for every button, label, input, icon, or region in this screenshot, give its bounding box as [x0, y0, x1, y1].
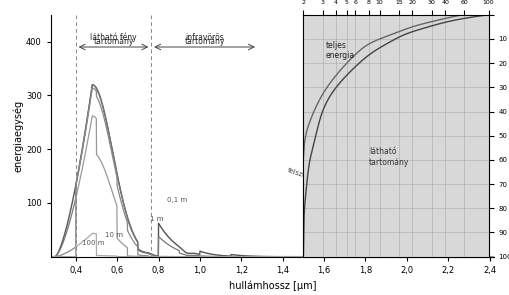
Text: 10 m: 10 m — [105, 232, 123, 238]
Text: látható
tartomány: látható tartomány — [369, 147, 409, 167]
X-axis label: hullámhossz [μm]: hullámhossz [μm] — [229, 280, 316, 291]
Text: látható fény: látható fény — [90, 32, 137, 42]
Text: teljes
energia: teljes energia — [326, 41, 355, 60]
Text: 100 m: 100 m — [82, 240, 104, 246]
Text: 0,1 m: 0,1 m — [167, 197, 187, 203]
Text: tartomány: tartomány — [184, 37, 225, 46]
Text: 1 m: 1 m — [150, 216, 164, 222]
Text: felszín: felszín — [287, 167, 310, 180]
Y-axis label: energiaegység: energiaegység — [13, 100, 23, 172]
Text: tartomány: tartomány — [93, 37, 134, 46]
Text: infravörös: infravörös — [185, 33, 224, 42]
